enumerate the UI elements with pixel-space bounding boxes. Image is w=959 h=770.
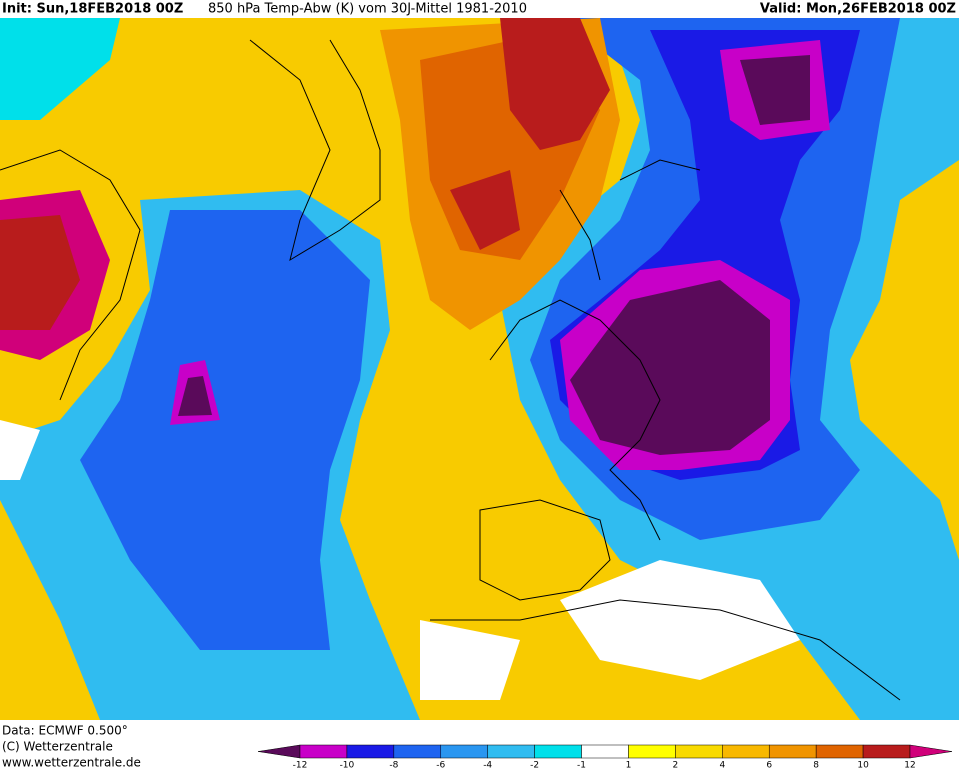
init-time: Init: Sun,18FEB2018 00Z [2, 2, 183, 17]
legend-tick-label: 10 [857, 761, 869, 770]
legend-color [440, 744, 488, 759]
legend-tick-label: 1 [626, 761, 632, 770]
legend-tick-label: -2 [530, 761, 539, 770]
legend-color [675, 744, 723, 759]
legend-color-high [909, 744, 953, 759]
legend-tick-label: 8 [813, 761, 819, 770]
legend-tick-label: -12 [293, 761, 308, 770]
website: www.wetterzentrale.de [2, 756, 141, 770]
legend-color [487, 744, 535, 759]
map-field [0, 18, 959, 720]
legend-color [581, 744, 629, 759]
header-bar [0, 0, 959, 18]
legend-tick-label: 4 [719, 761, 725, 770]
legend-tick-label: 12 [904, 761, 915, 770]
legend-color [393, 744, 442, 759]
valid-time: Valid: Mon,26FEB2018 00Z [760, 2, 956, 17]
legend-color [346, 744, 395, 759]
legend-color [862, 744, 911, 759]
legend-color [722, 744, 770, 759]
legend-tick-label: -8 [389, 761, 398, 770]
color-legend: -12 -10 -8 -6 -4 -2 -1 1 2 4 6 8 10 12 [257, 744, 953, 770]
legend-tick-label: -6 [436, 761, 445, 770]
legend-color [628, 744, 676, 759]
legend-tick-label: -1 [577, 761, 586, 770]
data-source: Data: ECMWF 0.500° [2, 724, 128, 738]
map-title: 850 hPa Temp-Abw (K) vom 30J-Mittel 1981… [208, 2, 527, 17]
legend-tick-label: 6 [766, 761, 772, 770]
legend-color [768, 744, 817, 759]
legend-color [815, 744, 864, 759]
legend-tick-label: -4 [483, 761, 492, 770]
legend-tick-label: -10 [340, 761, 355, 770]
copyright: (C) Wetterzentrale [2, 740, 113, 754]
legend-color [534, 744, 582, 759]
legend-color [299, 744, 348, 759]
legend-tick-label: 2 [673, 761, 679, 770]
